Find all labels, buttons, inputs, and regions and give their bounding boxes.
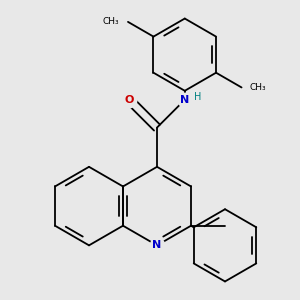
Text: O: O — [124, 95, 134, 105]
Text: H: H — [194, 92, 201, 102]
Text: N: N — [152, 240, 162, 250]
Text: CH₃: CH₃ — [250, 83, 267, 92]
Text: CH₃: CH₃ — [103, 17, 120, 26]
Text: N: N — [180, 95, 189, 105]
